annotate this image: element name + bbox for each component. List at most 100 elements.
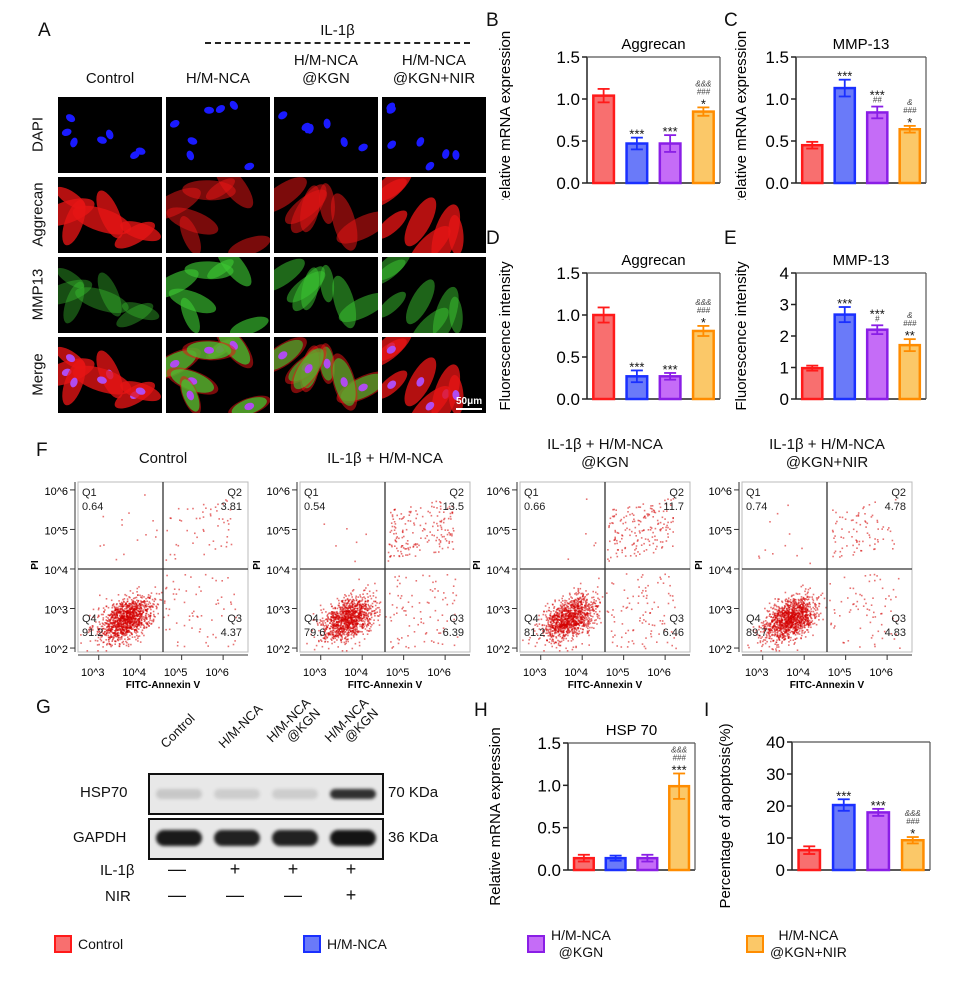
- quadrant-name: Q2: [669, 487, 684, 499]
- blot-band: [156, 789, 202, 799]
- flow-scatter-plot: 10^3 10^4 10^5 10^6 10^2 10^3 10^4 10^5 10^6 FITC…: [250, 478, 485, 690]
- panel-g-letter: G: [36, 697, 51, 719]
- bar-hmnca: [833, 805, 854, 870]
- flow-plot-title: IL-1β + H/M-NCA: [290, 450, 480, 468]
- x-tick-label: 10^5: [828, 667, 852, 679]
- band-kda: 70 KDa: [388, 784, 438, 801]
- y-tick-label: 40: [766, 733, 785, 752]
- quadrant-name: Q2: [891, 487, 906, 499]
- condition-sign: +: [225, 859, 245, 880]
- blot-band: [214, 830, 260, 846]
- micro-row-label-dapi: DAPI: [30, 95, 47, 175]
- micrograph-mmp13-2: [274, 257, 378, 333]
- y-tick-label: 10^3: [708, 605, 732, 617]
- chart-title: HSP 70: [606, 722, 657, 739]
- quadrant-percent-q3: 4.83: [885, 627, 906, 639]
- quadrant-percent-q1: 0.54: [304, 501, 325, 513]
- y-axis-label: Relative mRNA expression: [497, 31, 514, 200]
- bar-hmnca_kgn_nir: [693, 112, 714, 183]
- x-tick-label: 10^4: [344, 667, 368, 679]
- quadrant-percent-q3: 4.37: [221, 627, 242, 639]
- significance-mark: &: [907, 311, 912, 320]
- micrograph-aggrecan-1: [166, 177, 270, 253]
- bar-hmnca_kgn: [868, 812, 889, 870]
- flow-plot-title-line: @KGN: [510, 454, 700, 472]
- legend-swatch: [54, 935, 72, 953]
- x-tick-label: 10^4: [564, 667, 588, 679]
- x-tick-label: 10^3: [81, 667, 105, 679]
- significance-mark: ###: [697, 306, 711, 315]
- micrograph-image: [382, 177, 486, 253]
- y-tick-label: 0.5: [556, 132, 580, 151]
- x-tick-label: 10^5: [164, 667, 188, 679]
- significance-mark: ###: [672, 753, 686, 762]
- quadrant-percent-q3: 6.46: [663, 627, 684, 639]
- quadrant-name: Q1: [524, 487, 539, 499]
- micro-column-label: H/M-NCA @KGN: [264, 52, 388, 88]
- x-axis-label: FITC-Annexin V: [790, 680, 865, 690]
- cell-nucleus: [228, 99, 240, 111]
- cell-nucleus: [339, 136, 348, 148]
- micrograph-merge-0: [58, 337, 162, 413]
- flow-plot-title-line: @KGN+NIR: [732, 454, 922, 472]
- micro-row-label-aggrecan: Aggrecan: [30, 175, 47, 255]
- quadrant-name: Q4: [746, 613, 761, 625]
- micrograph-merge-1: [166, 337, 270, 413]
- chart-title: Aggrecan: [621, 252, 685, 269]
- micro-column-label-line: @KGN+NIR: [372, 70, 496, 88]
- cell-nucleus: [96, 135, 108, 145]
- flow-plot-title: Control: [68, 450, 258, 468]
- band-name-hsp70: HSP70: [80, 784, 128, 801]
- blot-strip-hsp70: [148, 773, 384, 815]
- y-tick-label: 10^2: [486, 644, 510, 656]
- micrograph-aggrecan-0: [58, 177, 162, 253]
- legend-label-line: Control: [78, 936, 123, 953]
- micro-column-label-line: @KGN: [264, 70, 388, 88]
- micro-column-label-line: H/M-NCA: [156, 70, 280, 88]
- cell-nucleus: [277, 110, 289, 121]
- x-axis-label: FITC-Annexin V: [126, 680, 201, 690]
- y-tick-label: 4: [780, 264, 789, 283]
- bar-hmnca: [835, 88, 855, 183]
- scale-bar-label: 50μm: [456, 396, 482, 407]
- condition-sign: —: [283, 885, 303, 906]
- quadrant-percent-q1: 0.74: [746, 501, 767, 513]
- lane-label: H/M-NCA: [216, 702, 265, 751]
- significance-mark: *: [910, 826, 915, 841]
- flow-plot-title: IL-1β + H/M-NCA @KGN+NIR: [732, 436, 922, 472]
- significance-mark: &: [907, 98, 912, 107]
- y-tick-label: 10^2: [266, 644, 290, 656]
- y-tick-label: 10^6: [486, 486, 510, 498]
- quadrant-percent-q1: 0.66: [524, 501, 545, 513]
- cell-aggrecan-signal: [226, 231, 270, 253]
- micro-column-label-line: Control: [48, 70, 172, 88]
- y-tick-label: 0.0: [537, 861, 561, 880]
- micro-column-label: H/M-NCA @KGN+NIR: [372, 52, 496, 88]
- significance-mark: *: [701, 96, 706, 111]
- y-tick-label: 1.5: [556, 48, 580, 67]
- y-tick-label: 10^4: [708, 565, 732, 577]
- band-name-gapdh: GAPDH: [73, 829, 126, 846]
- legend-swatch: [746, 935, 764, 953]
- y-tick-label: 10^6: [44, 486, 68, 498]
- quadrant-percent-q3: 6.39: [443, 627, 464, 639]
- micrograph-mmp13-3: [382, 257, 486, 333]
- x-tick-label: 10^5: [386, 667, 410, 679]
- cell-nucleus: [386, 139, 398, 151]
- condition-sign: +: [341, 859, 361, 880]
- il1b-dashed-divider: [205, 42, 470, 44]
- micrograph-image: [166, 177, 270, 253]
- micrograph-aggrecan-3: [382, 177, 486, 253]
- condition-sign: +: [341, 885, 361, 906]
- lane-label: H/M-NCA @KGN: [322, 696, 381, 755]
- legend-item-control: Control: [54, 935, 123, 953]
- legend-swatch: [303, 935, 321, 953]
- x-tick-label: 10^3: [745, 667, 769, 679]
- lane-label-line: Control: [158, 711, 198, 751]
- cell-nucleus: [169, 118, 181, 129]
- legend-label: Control: [78, 936, 123, 953]
- cell-nucleus: [64, 112, 76, 123]
- micrograph-image: [274, 337, 378, 413]
- y-axis-label: Fluorescence intensity: [733, 261, 750, 411]
- quadrant-percent-q4: 81.2: [524, 627, 545, 639]
